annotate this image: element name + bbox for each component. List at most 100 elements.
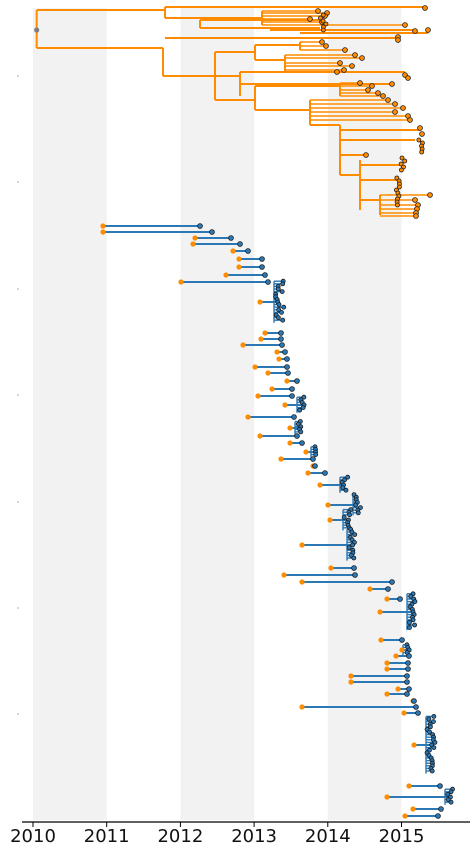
tip-node [289,393,295,399]
tip-node [406,653,412,659]
ancestral-node [384,660,390,666]
tip-node [342,47,348,53]
tip-node [448,789,454,795]
x-tick-label: 2014 [305,826,351,847]
tip-node [297,407,303,413]
tip-node [310,456,316,462]
tip-node [407,620,412,625]
ancestral-node [325,502,331,508]
ancestral-node [274,349,280,355]
tip-node [407,117,413,123]
ancestral-node [100,223,106,229]
tip-node [275,286,281,292]
tip-node [319,39,325,45]
tip-node [294,433,300,439]
tip-node [399,155,405,161]
tip-node [334,69,340,75]
tip-node [284,364,290,370]
tip-node [406,686,412,692]
tip-node [428,724,433,730]
ancestral-node [287,440,293,446]
tip-node [411,698,417,704]
tip-node [351,565,357,571]
tip-node [396,184,402,190]
tip-node [392,109,398,115]
ancestral-node [299,579,305,585]
tip-node [422,5,428,11]
ancestral-node [284,378,290,384]
tip-node [289,386,295,392]
tip-node [280,317,286,323]
tip-node [307,16,313,22]
ancestral-node [317,482,323,488]
tip-node [285,370,291,376]
tip-node [397,596,403,602]
tip-node [427,192,433,198]
tip-node [419,149,425,155]
tip-node [352,572,358,578]
tip-node [417,125,423,131]
x-tick-label: 2011 [84,826,130,847]
tip-node [412,622,418,628]
tip-node [359,55,365,61]
tip-node [429,768,435,774]
tip-node [323,21,329,27]
tip-node [323,43,329,49]
tip-node [291,414,297,420]
tip-node [448,799,454,805]
tip-node [259,256,265,262]
tip-node [343,487,349,493]
tip-node [431,714,437,719]
tip-node [426,716,432,722]
tip-node [350,542,356,548]
ancestral-node [276,356,282,362]
x-tick-label: 2013 [231,826,277,847]
tip-node [320,12,326,18]
tip-node [315,8,321,14]
tip-node [341,67,347,73]
tip-node [280,281,286,287]
tip-node [349,529,355,535]
ancestral-node [399,647,405,653]
ancestral-node [258,336,264,342]
tip-node [352,532,358,537]
ancestral-node [230,248,236,254]
ancestral-node [327,517,333,523]
tip-node [395,202,400,208]
tip-node [405,75,411,81]
tip-node [399,637,405,643]
tip-node [284,356,290,362]
ancestral-node [305,470,311,476]
tip-node [245,248,251,254]
ancestral-node [401,710,407,716]
tip-node [346,545,352,550]
tip-node [437,783,443,789]
ancestral-node [402,813,408,819]
tip-node [407,625,412,630]
tip-node [438,806,444,812]
ancestral-node [269,386,275,392]
x-tick-label: 2010 [10,826,56,847]
tip-node [385,97,391,103]
ancestral-node [265,370,271,376]
tip-node [259,264,265,270]
tip-node [349,63,355,69]
tip-node [431,745,437,750]
ancestral-node [395,686,401,692]
tip-node [279,309,284,315]
ancestral-node [236,256,242,262]
tip-node [281,304,287,310]
tip-node [363,152,369,158]
ancestral-node [410,806,416,812]
tip-node [275,315,281,321]
tip-node [415,710,421,716]
tip-node [279,342,285,348]
ancestral-node [240,342,246,348]
tip-node [298,429,304,435]
tip-node [410,617,416,623]
tip-node [312,463,318,469]
tip-node [412,197,418,203]
tip-node [237,241,243,247]
tip-node [425,27,431,33]
tip-node [392,101,398,107]
